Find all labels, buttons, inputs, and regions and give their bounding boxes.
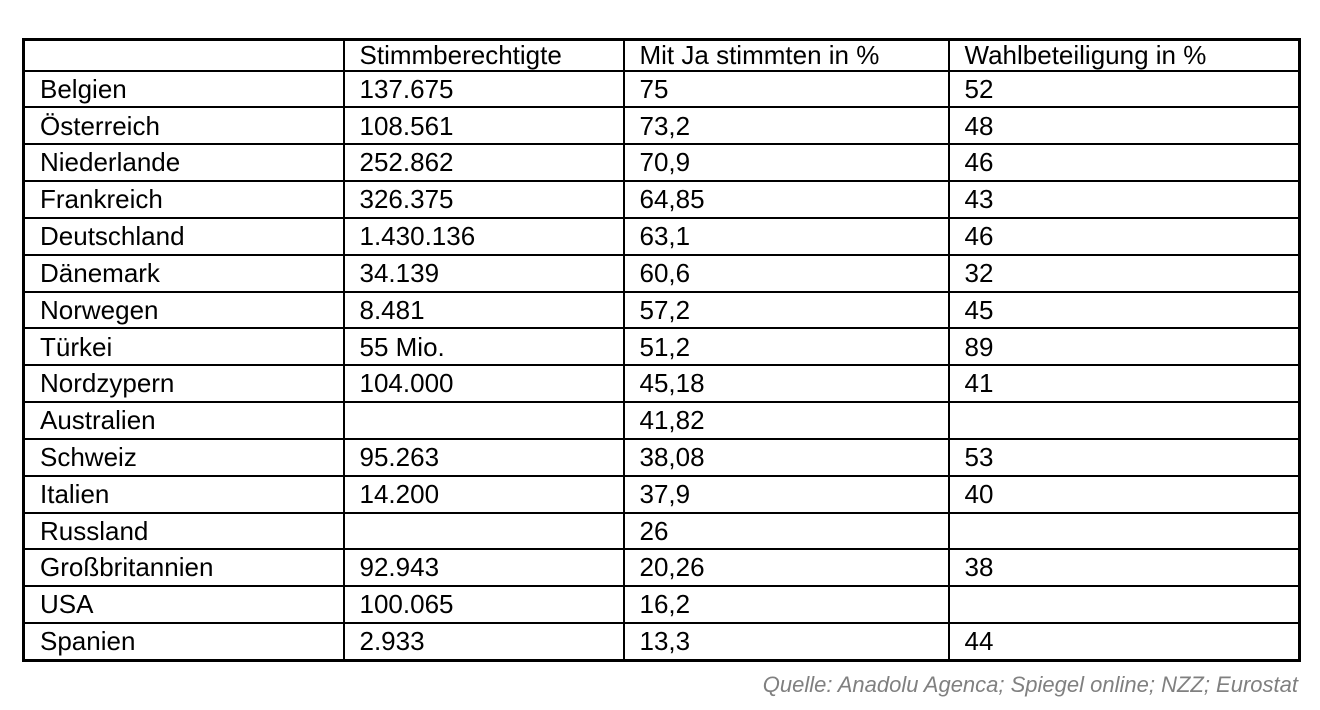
table-row: Italien 14.200 37,9 40 <box>22 474 1301 514</box>
yes-percent-cell: 41,82 <box>622 401 950 440</box>
referendum-table: Stimmberechtigte Mit Ja stimmten in % Wa… <box>22 38 1301 662</box>
turnout-percent-cell <box>947 585 1301 625</box>
turnout-percent-cell: 89 <box>947 327 1301 367</box>
turnout-percent-cell: 40 <box>947 474 1301 514</box>
column-header-eligible: Stimmberechtigte <box>342 38 625 72</box>
eligible-cell: 95.263 <box>342 437 625 477</box>
eligible-cell: 34.139 <box>342 253 625 293</box>
table-row: Australien 41,82 <box>22 401 1301 440</box>
table-row: Belgien 137.675 75 52 <box>22 69 1301 109</box>
yes-percent-cell: 73,2 <box>622 106 950 146</box>
yes-percent-cell: 70,9 <box>622 143 950 183</box>
yes-percent-cell: 75 <box>622 69 950 109</box>
table-row: Russland 26 <box>22 511 1301 551</box>
table-row: Deutschland 1.430.136 63,1 46 <box>22 216 1301 256</box>
country-cell: Österreich <box>22 106 345 146</box>
eligible-cell: 100.065 <box>342 585 625 625</box>
country-cell: Australien <box>22 401 345 440</box>
source-caption: Quelle: Anadolu Agenca; Spiegel online; … <box>762 672 1298 697</box>
eligible-cell: 1.430.136 <box>342 216 625 256</box>
eligible-cell: 326.375 <box>342 180 625 219</box>
country-cell: Schweiz <box>22 437 345 477</box>
table-row: Dänemark 34.139 60,6 32 <box>22 253 1301 293</box>
table-row: Frankreich 326.375 64,85 43 <box>22 180 1301 219</box>
eligible-cell: 104.000 <box>342 364 625 404</box>
country-cell: Belgien <box>22 69 345 109</box>
country-cell: Nordzypern <box>22 364 345 404</box>
column-header-yes-percent: Mit Ja stimmten in % <box>622 38 950 72</box>
table-row: Niederlande 252.862 70,9 46 <box>22 143 1301 183</box>
turnout-percent-cell: 32 <box>947 253 1301 293</box>
yes-percent-cell: 37,9 <box>622 474 950 514</box>
eligible-cell <box>342 511 625 551</box>
eligible-cell <box>342 401 625 440</box>
eligible-cell: 92.943 <box>342 548 625 588</box>
column-header-country <box>22 38 345 72</box>
eligible-cell: 14.200 <box>342 474 625 514</box>
country-cell: Frankreich <box>22 180 345 219</box>
table-row: Spanien 2.933 13,3 44 <box>22 622 1301 662</box>
turnout-percent-cell: 43 <box>947 180 1301 219</box>
country-cell: Türkei <box>22 327 345 367</box>
yes-percent-cell: 13,3 <box>622 622 950 662</box>
turnout-percent-cell: 44 <box>947 622 1301 662</box>
yes-percent-cell: 63,1 <box>622 216 950 256</box>
table-row: USA 100.065 16,2 <box>22 585 1301 625</box>
country-cell: Niederlande <box>22 143 345 183</box>
column-header-turnout-percent: Wahlbeteiligung in % <box>947 38 1301 72</box>
turnout-percent-cell: 41 <box>947 364 1301 404</box>
yes-percent-cell: 20,26 <box>622 548 950 588</box>
yes-percent-cell: 26 <box>622 511 950 551</box>
table-row: Österreich 108.561 73,2 48 <box>22 106 1301 146</box>
turnout-percent-cell: 46 <box>947 143 1301 183</box>
yes-percent-cell: 64,85 <box>622 180 950 219</box>
country-cell: Spanien <box>22 622 345 662</box>
country-cell: Norwegen <box>22 290 345 330</box>
table-row: Nordzypern 104.000 45,18 41 <box>22 364 1301 404</box>
country-cell: Dänemark <box>22 253 345 293</box>
turnout-percent-cell <box>947 511 1301 551</box>
table-row: Türkei 55 Mio. 51,2 89 <box>22 327 1301 367</box>
eligible-cell: 2.933 <box>342 622 625 662</box>
yes-percent-cell: 60,6 <box>622 253 950 293</box>
country-cell: Deutschland <box>22 216 345 256</box>
turnout-percent-cell: 38 <box>947 548 1301 588</box>
table-header: Stimmberechtigte Mit Ja stimmten in % Wa… <box>22 38 1301 72</box>
yes-percent-cell: 38,08 <box>622 437 950 477</box>
turnout-percent-cell: 52 <box>947 69 1301 109</box>
turnout-percent-cell: 48 <box>947 106 1301 146</box>
table-row: Schweiz 95.263 38,08 53 <box>22 437 1301 477</box>
table-row: Norwegen 8.481 57,2 45 <box>22 290 1301 330</box>
turnout-percent-cell <box>947 401 1301 440</box>
country-cell: Großbritannien <box>22 548 345 588</box>
eligible-cell: 55 Mio. <box>342 327 625 367</box>
eligible-cell: 252.862 <box>342 143 625 183</box>
country-cell: Russland <box>22 511 345 551</box>
yes-percent-cell: 57,2 <box>622 290 950 330</box>
table-row: Großbritannien 92.943 20,26 38 <box>22 548 1301 588</box>
yes-percent-cell: 16,2 <box>622 585 950 625</box>
yes-percent-cell: 51,2 <box>622 327 950 367</box>
turnout-percent-cell: 45 <box>947 290 1301 330</box>
eligible-cell: 8.481 <box>342 290 625 330</box>
table-body: Belgien 137.675 75 52 Österreich 108.561 73,2 4… <box>22 69 1301 662</box>
eligible-cell: 137.675 <box>342 69 625 109</box>
header-row: Stimmberechtigte Mit Ja stimmten in % Wa… <box>22 38 1301 72</box>
turnout-percent-cell: 46 <box>947 216 1301 256</box>
country-cell: USA <box>22 585 345 625</box>
yes-percent-cell: 45,18 <box>622 364 950 404</box>
turnout-percent-cell: 53 <box>947 437 1301 477</box>
eligible-cell: 108.561 <box>342 106 625 146</box>
country-cell: Italien <box>22 474 345 514</box>
